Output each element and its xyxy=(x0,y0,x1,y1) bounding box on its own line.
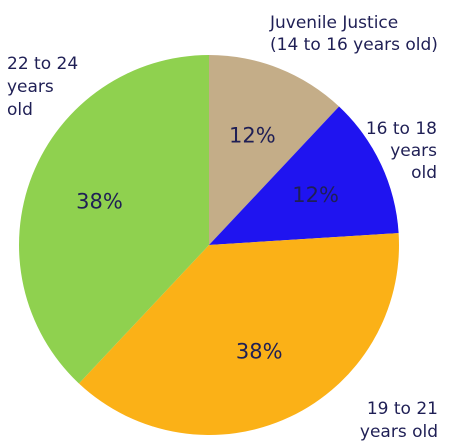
pie-slice xyxy=(19,55,209,384)
pie-slice xyxy=(78,233,400,435)
slice-percent-label: 38% xyxy=(236,340,283,364)
slice-category-label: Juvenile Justice (14 to 16 years old) xyxy=(269,13,438,55)
slice-category-label: 16 to 18 years old xyxy=(366,119,437,183)
slice-percent-label: 38% xyxy=(76,190,123,214)
slice-category-label: 22 to 24 years old xyxy=(7,54,78,120)
pie-slice xyxy=(209,106,399,245)
slice-percent-label: 12% xyxy=(292,183,339,207)
slice-category-label: 19 to 21 years old xyxy=(360,399,438,442)
slice-percent-label: 12% xyxy=(229,124,276,148)
pie-slice xyxy=(209,55,340,245)
